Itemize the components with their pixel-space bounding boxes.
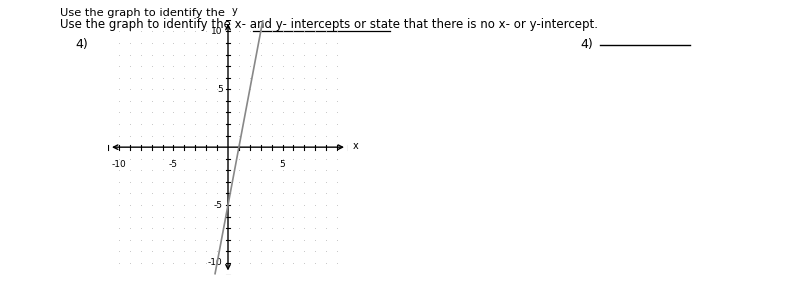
Text: x: x <box>352 141 358 151</box>
Text: 4): 4) <box>580 38 593 51</box>
Text: -10: -10 <box>111 160 126 169</box>
Text: 4): 4) <box>75 38 88 51</box>
Text: 10: 10 <box>211 27 222 36</box>
Text: Use the graph to identify the x- and y- intercepts or state that there is no x- : Use the graph to identify the x- and y- … <box>60 18 598 31</box>
Text: Use the graph to identify the: Use the graph to identify the <box>60 8 229 18</box>
Text: y: y <box>232 6 238 16</box>
Text: -10: -10 <box>208 258 222 267</box>
Text: -5: -5 <box>214 201 222 209</box>
Text: 5: 5 <box>280 160 286 169</box>
Text: -5: -5 <box>169 160 178 169</box>
Text: 5: 5 <box>217 85 222 94</box>
